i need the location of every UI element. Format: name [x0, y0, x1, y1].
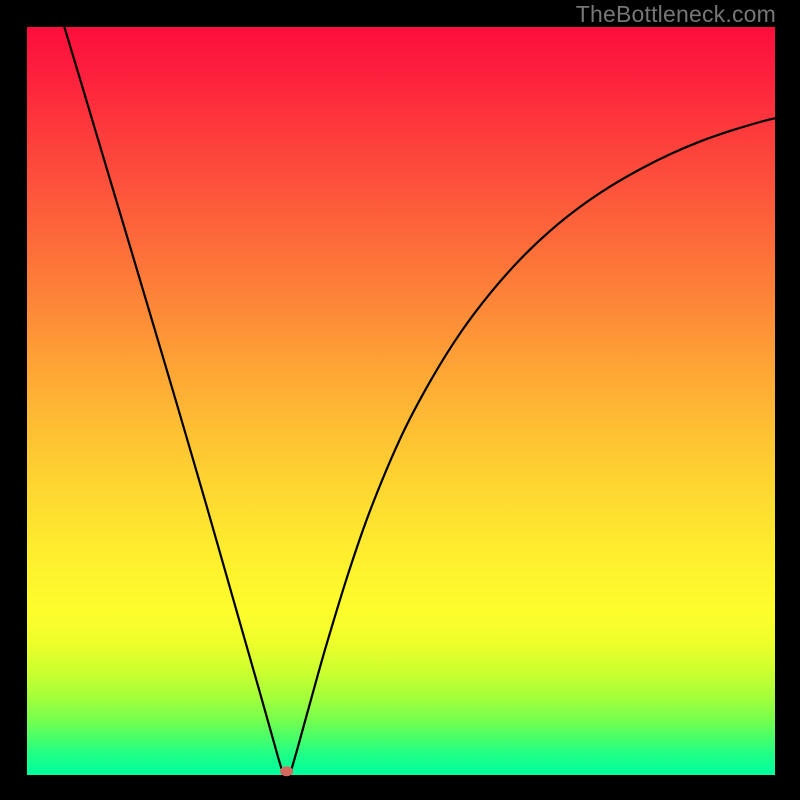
chart-root: TheBottleneck.com: [0, 0, 800, 800]
chart-svg: [0, 0, 800, 800]
min-marker: [280, 766, 293, 776]
plot-area: [27, 27, 775, 775]
watermark-text: TheBottleneck.com: [576, 1, 776, 28]
